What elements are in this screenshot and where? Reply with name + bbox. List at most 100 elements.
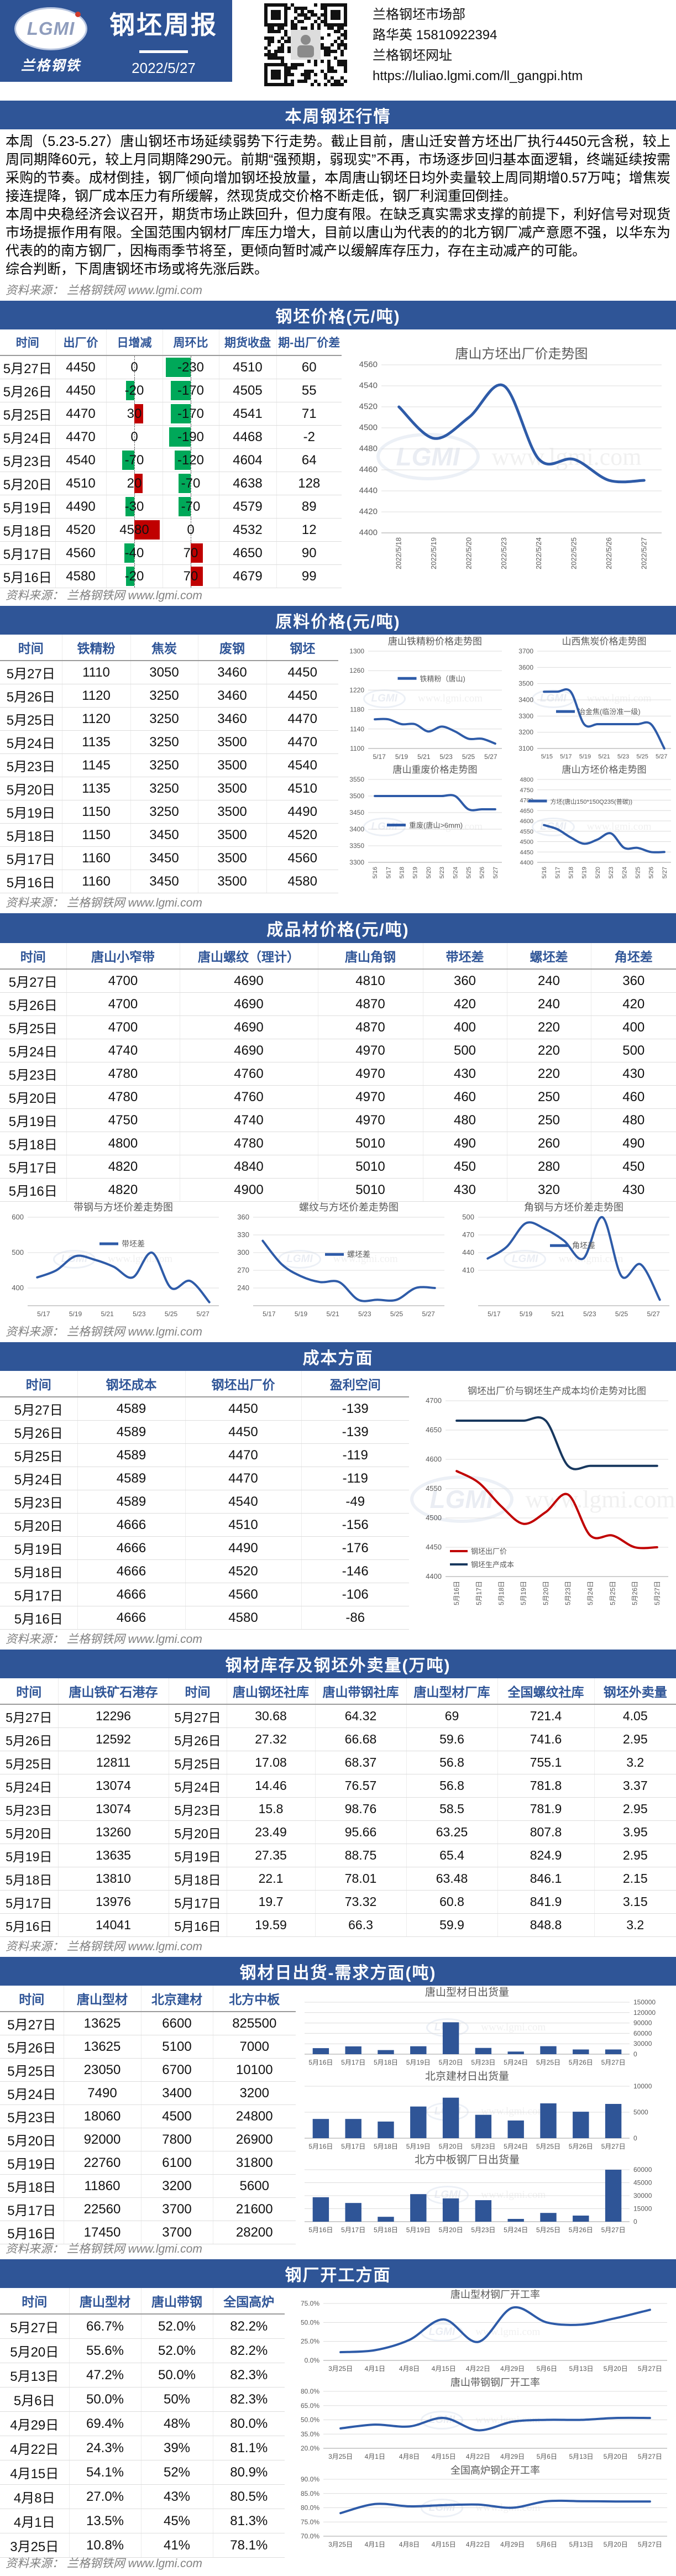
cell: 4.05 [594, 1704, 676, 1728]
svg-text:50.0%: 50.0% [301, 2318, 319, 2326]
cell: 23.49 [227, 1820, 316, 1844]
cell: -156 [301, 1513, 409, 1537]
svg-text:80.0%: 80.0% [301, 2504, 319, 2512]
cell: 28200 [213, 2221, 296, 2244]
table-row: 5月23日 13074 5月23日 15.8 98.76 58.5 781.9 2.95 [0, 1797, 676, 1821]
operating-table: 时间 唐山型材 唐山带钢 全国高炉 5月27日 66.7% 52.0% 82.2% 5月20日 5… [0, 2288, 285, 2558]
cell: 4700 [66, 969, 180, 993]
svg-text:5月16日: 5月16日 [308, 2143, 333, 2150]
cell: 1135 [62, 777, 131, 800]
cell: 43% [141, 2484, 213, 2509]
cell: 1135 [62, 730, 131, 754]
svg-text:5月13日: 5月13日 [569, 2453, 593, 2460]
svg-text:3200: 3200 [518, 729, 533, 736]
cell: 66.3 [315, 1913, 407, 1937]
cell: 3700 [141, 2197, 213, 2221]
svg-text:5月20日: 5月20日 [439, 2226, 463, 2234]
cell: 71 [276, 402, 342, 426]
svg-text:5月18日: 5月18日 [374, 2059, 398, 2066]
svg-text:4650: 4650 [520, 808, 533, 814]
svg-text:4700: 4700 [426, 1396, 442, 1405]
svg-text:3550: 3550 [349, 776, 364, 783]
table-row: 5月27日 4589 4450 -139 [0, 1397, 409, 1421]
cell: 741.6 [497, 1727, 595, 1751]
table-row: 5月19日 1150 3250 3500 4490 [0, 800, 338, 824]
cell: 1120 [62, 684, 131, 708]
svg-text:20.0%: 20.0% [301, 2444, 319, 2452]
svg-text:3100: 3100 [518, 745, 533, 752]
header-row: 时间 钢坯成本 钢坯出厂价 盈利空间 [0, 1371, 409, 1397]
cell: 21600 [213, 2197, 296, 2221]
cell: 5月19日 [0, 800, 62, 824]
scrap-chart: LGMI www.lgmi.com 3300 3350 3400 3450 3500 3550… [338, 763, 507, 891]
cell: 3460 [198, 684, 267, 708]
column-header: 钢坯出厂价 [185, 1371, 302, 1397]
cell: 69 [406, 1704, 498, 1728]
cell: 5月19日 [0, 1844, 59, 1867]
table-row: 5月17日 4820 4840 5010 450 280 450 [0, 1155, 676, 1179]
cell: 5月17日 [0, 1583, 78, 1606]
svg-text:5月18日: 5月18日 [374, 2226, 398, 2234]
cell: 5月26日 [0, 2035, 64, 2059]
cell: -120 [163, 448, 219, 472]
source-note: 资料来源： 兰格钢铁网 www.lgmi.com [6, 897, 202, 909]
cell: 60 [276, 355, 342, 379]
cell: 60.8 [406, 1890, 498, 1914]
cell: 19.59 [227, 1913, 316, 1937]
svg-text:4月8日: 4月8日 [399, 2365, 420, 2373]
raw-price-charts: LGMI www.lgmi.com 1100 1140 1180 1220 1260 1300… [338, 635, 676, 891]
cell: 99 [276, 564, 342, 588]
strip-rate-chart: LGMI www.lgmi.com 20.0% 35.0% 50.0% 65.0% 80.0… [285, 2376, 676, 2464]
svg-text:4750: 4750 [520, 787, 533, 794]
cell: 70 [163, 564, 219, 588]
svg-text:25.0%: 25.0% [301, 2338, 319, 2345]
cell: 5100 [141, 2035, 213, 2059]
cell: 5月17日 [0, 1155, 67, 1179]
source-note: 资料来源： 兰格钢铁网 www.lgmi.com [6, 2557, 202, 2570]
svg-text:4540: 4540 [359, 381, 378, 390]
cell: 4579 [219, 495, 277, 519]
cell: 30.68 [227, 1704, 316, 1728]
cell: 5月27日 [0, 969, 67, 993]
cell: 4666 [77, 1606, 186, 1630]
cell: 2.95 [594, 1797, 676, 1821]
cell: 0 [163, 518, 219, 542]
svg-text:45000: 45000 [633, 2179, 652, 2187]
svg-text:4月8日: 4月8日 [399, 2453, 420, 2460]
svg-text:4480: 4480 [359, 444, 378, 453]
cell: 78.01 [315, 1867, 407, 1891]
cell: 3.37 [594, 1774, 676, 1798]
svg-text:5/24: 5/24 [621, 867, 628, 878]
cell: 13635 [58, 1844, 169, 1867]
cell: 82.2% [213, 2314, 285, 2339]
cell: 4589 [77, 1397, 186, 1421]
cell: 90 [276, 541, 342, 565]
svg-text:4560: 4560 [359, 360, 378, 369]
inventory-section: 时间 唐山铁矿石港存 时间 唐山钢坯社库 唐山带钢社库 唐山型材厂库 全国螺纹社库 钢坯外卖量… [0, 1678, 676, 1937]
cell: -70 [163, 495, 219, 519]
svg-text:5/25: 5/25 [462, 753, 475, 761]
svg-text:4400: 4400 [359, 528, 378, 537]
cell: 4470 [185, 1443, 302, 1467]
svg-text:3450: 3450 [349, 809, 364, 816]
cell: 6100 [141, 2151, 213, 2175]
svg-text:角钢与方坯价差走势图: 角钢与方坯价差走势图 [524, 1202, 623, 1213]
svg-text:0.0%: 0.0% [305, 2357, 320, 2364]
cell: 4679 [219, 564, 277, 588]
cell: 5月6日 [0, 2387, 70, 2412]
cell: 320 [507, 1178, 591, 1202]
cell: 5月23日 [0, 2104, 64, 2128]
billet-price-section: 时间 出厂价 日增减 周环比 期货收盘 期-出厂价差 5月27日 4450 0 -230 4510 6… [0, 329, 676, 588]
svg-text:唐山带钢钢厂开工率: 唐山带钢钢厂开工率 [450, 2377, 540, 2388]
cell: 1150 [62, 823, 131, 847]
title-underline [139, 50, 188, 53]
svg-text:5/17: 5/17 [560, 753, 572, 760]
billet-mini-chart: LGMI www.lgmi.com 4400 4450 4500 4550 4600 4650… [507, 763, 676, 891]
cell: 80.9% [213, 2460, 285, 2485]
svg-text:2022/5/27: 2022/5/27 [640, 537, 648, 569]
cell: 4690 [180, 1015, 318, 1039]
cell: 5月25日 [0, 1443, 78, 1467]
svg-text:4550: 4550 [520, 829, 533, 835]
svg-text:240: 240 [237, 1284, 249, 1292]
header-row: 时间 出厂价 日增减 周环比 期货收盘 期-出厂价差 [0, 329, 342, 356]
